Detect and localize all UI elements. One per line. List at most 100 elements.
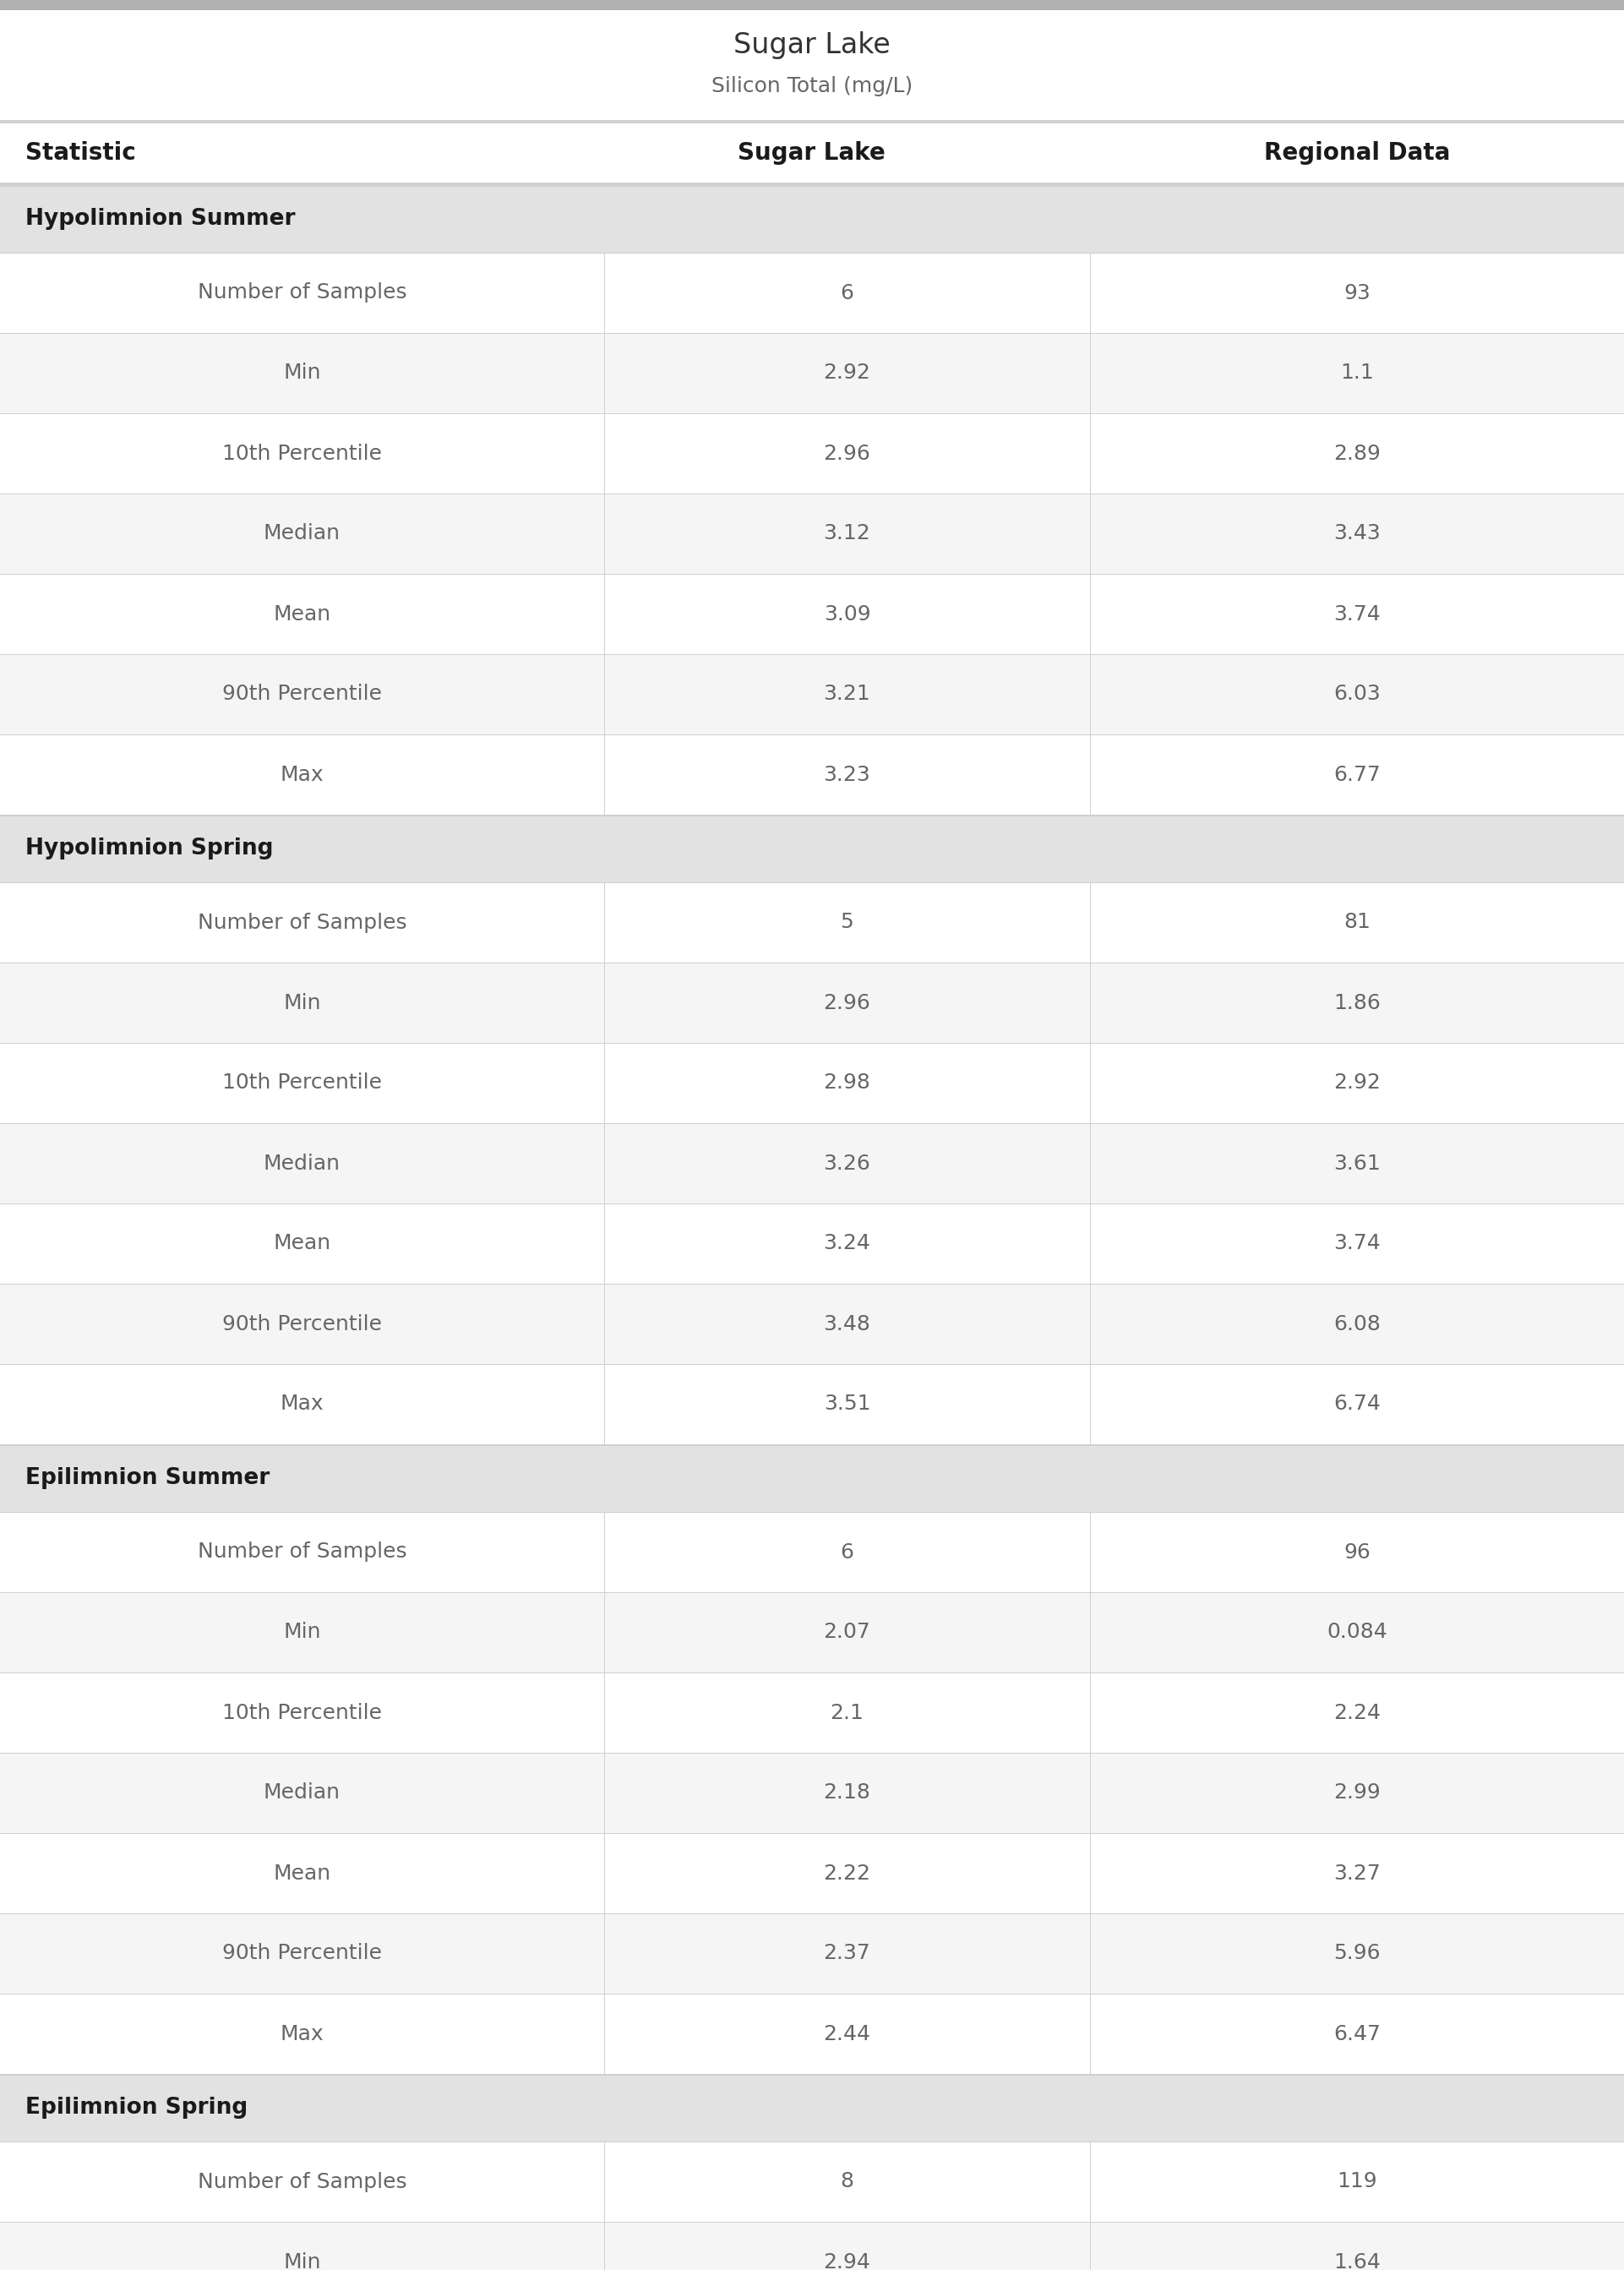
Bar: [0, 1042, 1624, 1124]
Text: 1.86: 1.86: [1333, 992, 1380, 1012]
Text: Mean: Mean: [273, 1864, 331, 1884]
Bar: [0, 1673, 1624, 1752]
Text: Median: Median: [263, 1153, 341, 1174]
Text: 2.44: 2.44: [823, 2023, 870, 2043]
Text: 93: 93: [1343, 284, 1371, 302]
Bar: [0, 182, 1624, 186]
Bar: [0, 1914, 1624, 1993]
Text: 3.74: 3.74: [1333, 604, 1380, 624]
Bar: [0, 815, 1624, 883]
Bar: [0, 123, 1624, 182]
Text: 6.74: 6.74: [1333, 1394, 1380, 1414]
Text: Hypolimnion Summer: Hypolimnion Summer: [26, 209, 296, 229]
Text: 119: 119: [1337, 2172, 1377, 2193]
Text: 6.77: 6.77: [1333, 765, 1380, 785]
Text: Statistic: Statistic: [26, 141, 136, 166]
Text: 1.1: 1.1: [1340, 363, 1374, 384]
Text: 81: 81: [1343, 913, 1371, 933]
Bar: [0, 1512, 1624, 1591]
Text: Min: Min: [283, 363, 322, 384]
Bar: [0, 1834, 1624, 1914]
Bar: [0, 962, 1624, 1042]
Text: 10th Percentile: 10th Percentile: [222, 443, 382, 463]
Text: 6.08: 6.08: [1333, 1314, 1380, 1335]
Text: 2.94: 2.94: [823, 2252, 870, 2270]
Bar: [0, 735, 1624, 815]
Bar: [0, 0, 1624, 9]
Text: 90th Percentile: 90th Percentile: [222, 1314, 382, 1335]
Text: Sugar Lake: Sugar Lake: [737, 141, 885, 166]
Text: Silicon Total (mg/L): Silicon Total (mg/L): [711, 77, 913, 95]
Bar: [0, 413, 1624, 493]
Text: Number of Samples: Number of Samples: [198, 913, 406, 933]
Bar: [0, 334, 1624, 413]
Text: Number of Samples: Number of Samples: [198, 284, 406, 302]
Bar: [0, 654, 1624, 735]
Bar: [0, 1444, 1624, 1512]
Text: 8: 8: [840, 2172, 854, 2193]
Bar: [0, 120, 1624, 123]
Text: Max: Max: [281, 2023, 323, 2043]
Text: 6: 6: [840, 1541, 854, 1562]
Text: Median: Median: [263, 1782, 341, 1802]
Text: 3.12: 3.12: [823, 524, 870, 545]
Text: 2.07: 2.07: [823, 1623, 870, 1643]
Text: 2.92: 2.92: [823, 363, 870, 384]
Text: 3.51: 3.51: [823, 1394, 870, 1414]
Text: 90th Percentile: 90th Percentile: [222, 683, 382, 704]
Text: 2.89: 2.89: [1333, 443, 1380, 463]
Bar: [0, 1124, 1624, 1203]
Text: 10th Percentile: 10th Percentile: [222, 1074, 382, 1094]
Text: 96: 96: [1343, 1541, 1371, 1562]
Text: 90th Percentile: 90th Percentile: [222, 1943, 382, 1964]
Bar: [0, 2141, 1624, 2222]
Text: Mean: Mean: [273, 604, 331, 624]
Bar: [0, 1752, 1624, 1834]
Text: 6.47: 6.47: [1333, 2023, 1380, 2043]
Text: 3.61: 3.61: [1333, 1153, 1380, 1174]
Text: 3.26: 3.26: [823, 1153, 870, 1174]
Text: 6: 6: [840, 284, 854, 302]
Text: Min: Min: [283, 2252, 322, 2270]
Text: Max: Max: [281, 1394, 323, 1414]
Bar: [0, 2075, 1624, 2141]
Text: Min: Min: [283, 1623, 322, 1643]
Text: 2.92: 2.92: [1333, 1074, 1380, 1094]
Text: 2.18: 2.18: [823, 1782, 870, 1802]
Text: 2.98: 2.98: [823, 1074, 870, 1094]
Text: 2.1: 2.1: [830, 1702, 864, 1723]
Text: 3.74: 3.74: [1333, 1233, 1380, 1253]
Bar: [0, 1203, 1624, 1285]
Text: 3.23: 3.23: [823, 765, 870, 785]
Text: Min: Min: [283, 992, 322, 1012]
Text: 3.21: 3.21: [823, 683, 870, 704]
Text: 2.24: 2.24: [1333, 1702, 1380, 1723]
Text: 2.96: 2.96: [823, 443, 870, 463]
Bar: [0, 1364, 1624, 1444]
Text: 3.09: 3.09: [823, 604, 870, 624]
Text: Number of Samples: Number of Samples: [198, 1541, 406, 1562]
Bar: [0, 883, 1624, 962]
Text: Median: Median: [263, 524, 341, 545]
Bar: [0, 1285, 1624, 1364]
Bar: [0, 1591, 1624, 1673]
Bar: [0, 493, 1624, 574]
Bar: [0, 1993, 1624, 2075]
Text: 2.96: 2.96: [823, 992, 870, 1012]
Text: 0.084: 0.084: [1327, 1623, 1387, 1643]
Text: 5: 5: [840, 913, 854, 933]
Text: Hypolimnion Spring: Hypolimnion Spring: [26, 838, 273, 860]
Text: Epilimnion Spring: Epilimnion Spring: [26, 2097, 248, 2118]
Text: Max: Max: [281, 765, 323, 785]
Text: 6.03: 6.03: [1333, 683, 1380, 704]
Bar: [0, 186, 1624, 252]
Bar: [0, 9, 1624, 120]
Bar: [0, 2222, 1624, 2270]
Text: 5.96: 5.96: [1333, 1943, 1380, 1964]
Bar: [0, 252, 1624, 334]
Text: Number of Samples: Number of Samples: [198, 2172, 406, 2193]
Text: 2.22: 2.22: [823, 1864, 870, 1884]
Text: 1.64: 1.64: [1333, 2252, 1380, 2270]
Text: 3.48: 3.48: [823, 1314, 870, 1335]
Text: Epilimnion Summer: Epilimnion Summer: [26, 1466, 270, 1489]
